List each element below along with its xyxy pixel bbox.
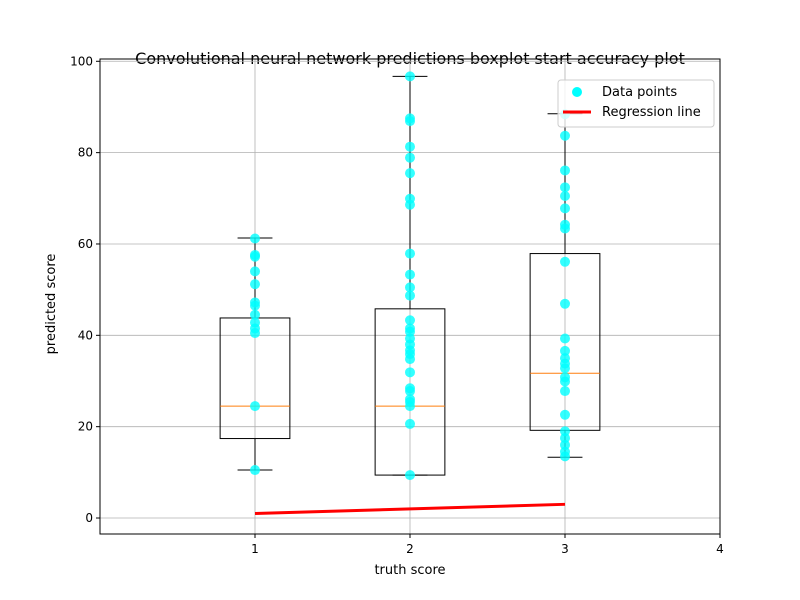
data-point: [405, 269, 415, 280]
y-tick-label: 40: [78, 328, 93, 342]
x-tick-label: 2: [406, 542, 414, 556]
data-point: [405, 367, 415, 378]
data-point: [405, 113, 415, 124]
data-point: [405, 152, 415, 163]
data-point: [250, 297, 260, 308]
data-point: [405, 290, 415, 301]
data-point: [405, 470, 415, 481]
data-point: [560, 203, 570, 214]
data-point: [250, 309, 260, 320]
x-tick-label: 4: [716, 542, 724, 556]
data-point: [405, 282, 415, 293]
x-tick-label: 3: [561, 542, 569, 556]
data-point: [250, 401, 260, 412]
legend-label-regression-line: Regression line: [602, 105, 701, 120]
data-point: [560, 298, 570, 309]
data-point: [405, 394, 415, 405]
y-tick-label: 100: [70, 54, 93, 68]
data-point: [560, 130, 570, 141]
y-axis-label: predicted score: [44, 254, 59, 355]
data-point: [250, 279, 260, 290]
data-point: [560, 433, 570, 444]
x-axis-ticks: 1 2 3 4: [251, 534, 724, 556]
data-point: [560, 182, 570, 193]
data-point: [250, 249, 260, 260]
regression-line-layer: [254, 502, 566, 515]
data-point: [405, 193, 415, 204]
legend-marker-data-points: [572, 87, 582, 97]
legend: Data points Regression line: [557, 79, 715, 128]
data-point: [560, 372, 570, 383]
data-point: [405, 248, 415, 259]
data-point: [405, 168, 415, 179]
data-point: [560, 426, 570, 437]
data-point: [560, 353, 570, 364]
data-point: [560, 219, 570, 230]
data-point: [560, 439, 570, 450]
data-point: [405, 323, 415, 334]
data-point: [405, 71, 415, 82]
data-point: [405, 333, 415, 344]
data-point: [405, 141, 415, 152]
data-point: [250, 233, 260, 244]
data-point: [560, 446, 570, 457]
data-point: [405, 383, 415, 394]
data-point: [405, 315, 415, 326]
x-tick-label: 1: [251, 542, 259, 556]
y-tick-label: 60: [78, 237, 93, 251]
data-point: [560, 345, 570, 356]
y-tick-label: 0: [85, 511, 93, 525]
data-point: [250, 266, 260, 277]
data-point: [560, 256, 570, 267]
y-axis-ticks: 0 20 40 60 80 100: [70, 54, 100, 525]
data-point: [560, 333, 570, 344]
y-tick-label: 20: [78, 420, 93, 434]
x-axis-label: truth score: [374, 563, 445, 578]
data-point: [560, 409, 570, 420]
y-tick-label: 80: [78, 146, 93, 160]
legend-label-data-points: Data points: [602, 85, 677, 100]
data-point: [560, 165, 570, 176]
data-point: [405, 418, 415, 429]
data-point: [250, 465, 260, 476]
regression-line: [254, 502, 566, 515]
data-point: [560, 386, 570, 397]
data-point: [560, 191, 570, 202]
legend-box: [557, 79, 715, 128]
data-point: [250, 317, 260, 328]
